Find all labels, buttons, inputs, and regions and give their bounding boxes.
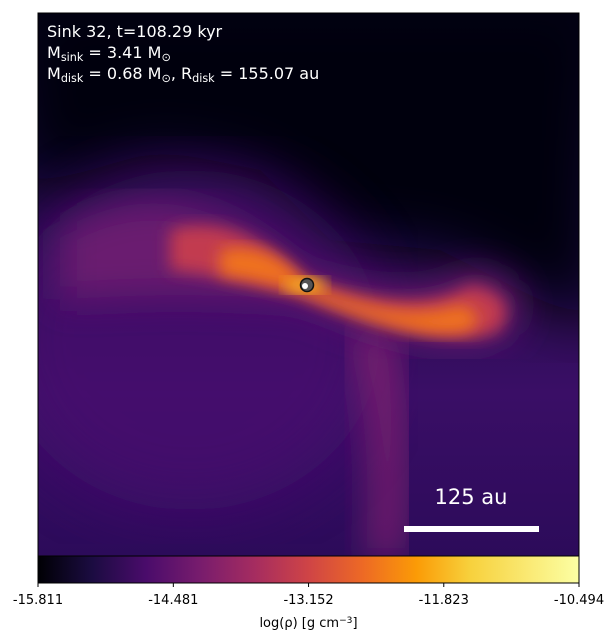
colorbar	[37, 555, 580, 584]
annotation: Msink = 3.41 M⊙	[47, 43, 171, 64]
tick-label: -14.481	[148, 593, 198, 608]
scale-bar-label: 125 au	[435, 485, 508, 509]
text-run: ]	[352, 616, 357, 631]
text-run: M	[148, 64, 162, 83]
subscript: disk	[192, 72, 215, 85]
tick-label: -10.494	[554, 593, 604, 608]
text-run: log(ρ) [g cm	[259, 616, 339, 631]
text-run: Sink 32, t=108.29 kyr	[47, 22, 223, 41]
density-map	[38, 13, 579, 556]
subscript: sink	[61, 51, 84, 64]
text-run: M	[47, 43, 61, 62]
scale-bar	[404, 526, 539, 532]
subscript: disk	[61, 72, 84, 85]
text-run: M	[47, 64, 61, 83]
colorbar-axis: -15.811 -14.481 -13.152 -11.823 -10.494 log(ρ…	[13, 583, 604, 631]
subscript: ⊙	[161, 51, 170, 64]
text-run: ,	[171, 64, 181, 83]
superscript: −3	[339, 616, 353, 626]
text-run: R	[181, 64, 192, 83]
text-run: = 3.41	[83, 43, 147, 62]
annotation: Sink 32, t=108.29 kyr	[47, 22, 223, 41]
tick-label: -15.811	[13, 593, 63, 608]
text-run: = 155.07 au	[215, 64, 320, 83]
tick-label: -13.152	[283, 593, 333, 608]
text-run: M	[148, 43, 162, 62]
text-run: = 0.68	[83, 64, 147, 83]
annotation: Mdisk = 0.68 M⊙, Rdisk = 155.07 au	[47, 64, 319, 85]
subscript: ⊙	[161, 72, 170, 85]
colorbar-label: log(ρ) [g cm−3]	[259, 616, 357, 631]
tick-label: -11.823	[419, 593, 469, 608]
